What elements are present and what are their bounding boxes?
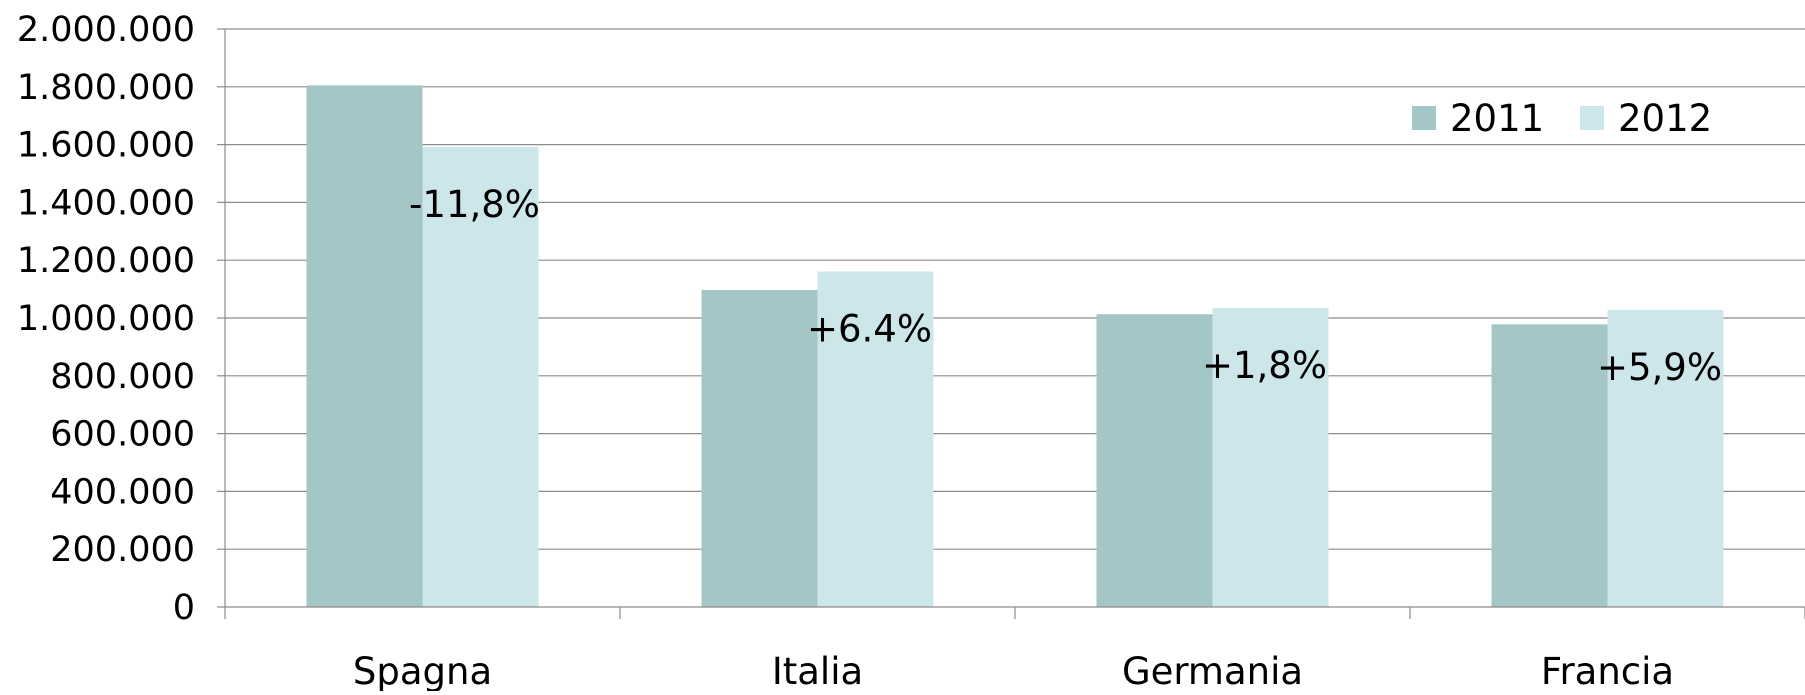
- y-tick-label: 2.000.000: [17, 10, 195, 50]
- bar-2011-germania: [1096, 314, 1213, 607]
- labels: 0 200.000 400.000 600.000 800.000 1.000.000 1.…: [17, 10, 1722, 693]
- bar-2012-spagna: [422, 146, 539, 608]
- x-category-label: Italia: [772, 650, 863, 691]
- y-tick-label: 1.000.000: [17, 299, 195, 339]
- data-label-change: +6.4%: [807, 307, 932, 350]
- axes: [217, 28, 1805, 619]
- y-tick-label: 1.400.000: [17, 183, 195, 223]
- legend-label-2012: 2012: [1618, 97, 1712, 140]
- bars: [306, 85, 1724, 608]
- y-tick-label: 1.600.000: [17, 126, 195, 166]
- y-tick-label: 1.800.000: [17, 68, 195, 108]
- y-tick-label: 200.000: [50, 530, 195, 570]
- y-tick-label: 800.000: [50, 357, 195, 397]
- bar-2012-italia: [817, 271, 934, 607]
- x-category-label: Spagna: [353, 650, 492, 691]
- y-tick-label: 0: [173, 588, 195, 628]
- legend: 2011 2012: [1412, 97, 1712, 140]
- bar-2011-spagna: [306, 85, 423, 608]
- legend-swatch-2011: [1412, 106, 1436, 130]
- data-label-change: +5,9%: [1597, 346, 1722, 389]
- bar-2012-francia: [1607, 309, 1724, 607]
- y-tick-label: 600.000: [50, 415, 195, 455]
- data-label-change: +1,8%: [1202, 344, 1327, 387]
- data-label-change: -11,8%: [409, 183, 540, 226]
- y-tick-label: 1.200.000: [17, 241, 195, 281]
- y-tick-label: 400.000: [50, 472, 195, 512]
- bar-2011-italia: [701, 289, 818, 607]
- legend-label-2011: 2011: [1450, 97, 1544, 140]
- x-category-label: Germania: [1122, 650, 1303, 691]
- bar-2012-germania: [1212, 308, 1329, 607]
- legend-swatch-2012: [1580, 106, 1604, 130]
- x-category-label: Francia: [1541, 650, 1674, 691]
- bar-2011-francia: [1491, 324, 1608, 607]
